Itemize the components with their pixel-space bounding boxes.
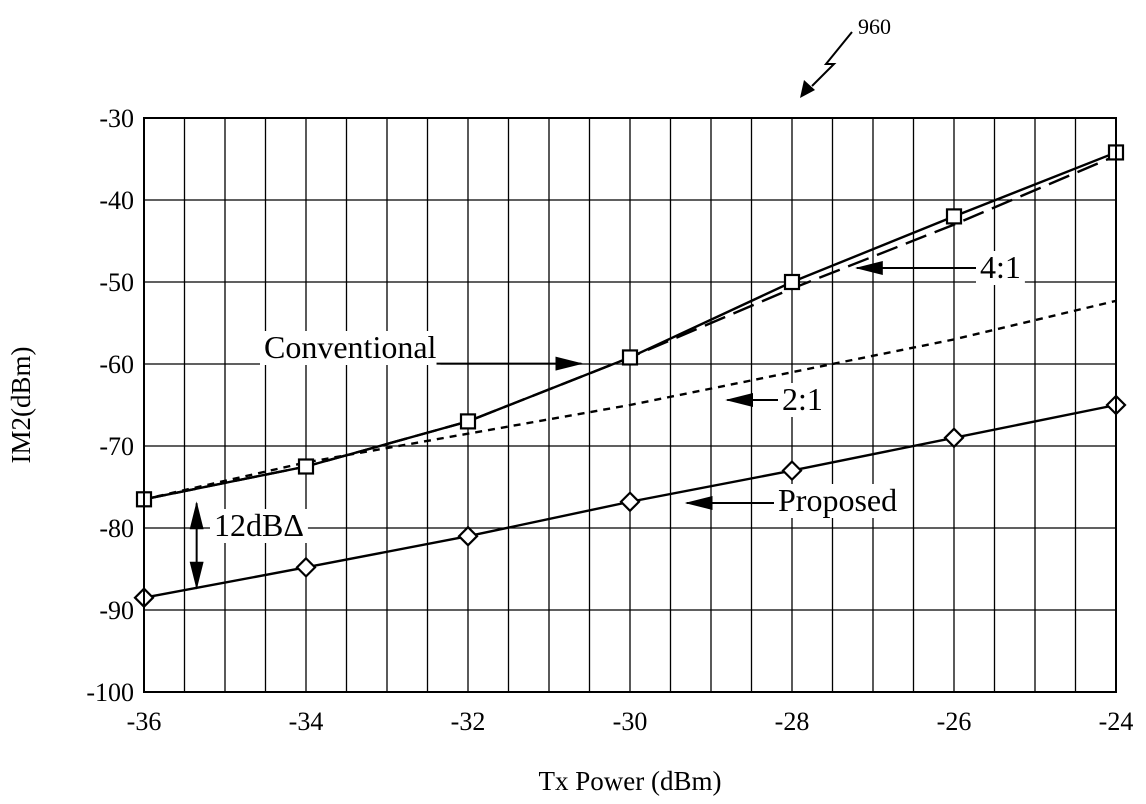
annotation-2-1: 2:1 bbox=[782, 381, 823, 417]
y-tick-label: -100 bbox=[86, 678, 134, 707]
zigzag-arrowhead-icon bbox=[800, 80, 815, 98]
y-tick-label: -60 bbox=[99, 350, 134, 379]
x-tick-label: -32 bbox=[451, 707, 486, 736]
reference-callout: 960 bbox=[800, 14, 891, 98]
y-tick-label: -80 bbox=[99, 514, 134, 543]
x-tick-label: -26 bbox=[937, 707, 972, 736]
annotation-proposed: Proposed bbox=[778, 482, 897, 518]
x-axis-title: Tx Power (dBm) bbox=[539, 766, 722, 796]
x-tick-label: -34 bbox=[289, 707, 324, 736]
x-tick-label: -30 bbox=[613, 707, 648, 736]
diamond-marker bbox=[781, 460, 803, 482]
y-tick-label: -30 bbox=[99, 104, 134, 133]
y-tick-label: -70 bbox=[99, 432, 134, 461]
reference-number: 960 bbox=[858, 14, 891, 39]
diamond-marker bbox=[943, 427, 965, 449]
annotations: Conventional 4:1 2:1 Proposed 12dBΔ bbox=[189, 249, 1025, 590]
x-tick-label: -36 bbox=[127, 707, 162, 736]
y-tick-labels: -30 -40 -50 -60 -70 -80 -90 -100 bbox=[86, 104, 134, 707]
square-marker bbox=[945, 208, 963, 225]
annotation-12db-delta: 12dBΔ bbox=[214, 507, 304, 543]
square-marker bbox=[459, 413, 477, 430]
plot-frame bbox=[143, 117, 1117, 693]
square-marker bbox=[297, 458, 315, 475]
x-tick-label: -24 bbox=[1099, 707, 1134, 736]
annotation-4-1: 4:1 bbox=[980, 249, 1021, 285]
y-tick-label: -90 bbox=[99, 596, 134, 625]
square-marker bbox=[783, 273, 801, 291]
diamond-marker bbox=[295, 556, 317, 578]
zigzag-arrow-icon bbox=[811, 31, 853, 87]
square-marker bbox=[621, 349, 639, 366]
diamond-marker bbox=[619, 491, 641, 513]
series-markers bbox=[133, 144, 1127, 609]
y-axis-title: IM2(dBm) bbox=[6, 347, 36, 464]
annotation-conventional: Conventional bbox=[264, 329, 437, 365]
diamond-marker bbox=[457, 525, 479, 547]
y-tick-label: -40 bbox=[99, 186, 134, 215]
x-tick-labels: -36 -34 -32 -30 -28 -26 -24 bbox=[127, 707, 1134, 736]
series-line-2-1 bbox=[143, 299, 1117, 501]
x-tick-label: -28 bbox=[775, 707, 810, 736]
y-tick-label: -50 bbox=[99, 268, 134, 297]
